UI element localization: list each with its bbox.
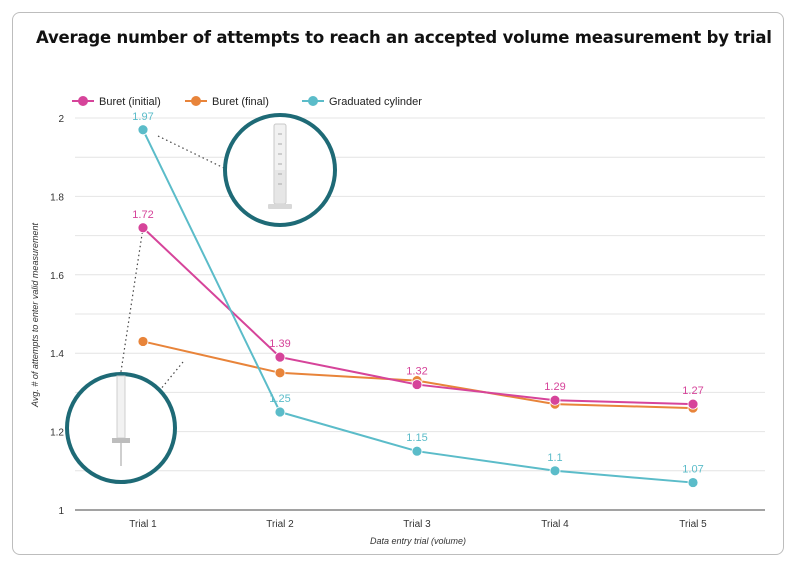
legend: Buret (initial) Buret (final) Graduated cy… (72, 96, 422, 108)
x-tick-label: Trial 5 (679, 519, 707, 530)
legend-label: Buret (initial) (99, 96, 161, 108)
legend-label: Buret (final) (212, 96, 269, 108)
data-point (687, 477, 699, 488)
data-label: 1.27 (682, 385, 703, 397)
y-tick-label: 2 (58, 114, 64, 125)
callout-connector (159, 361, 184, 391)
y-tick-label: 1 (58, 506, 64, 517)
data-point (549, 394, 561, 406)
y-tick-label: 1.4 (50, 349, 64, 360)
buret-drawing (112, 375, 130, 466)
series-graduated-cylinder: 1.97 1.25 1.15 1.1 1.07 (132, 111, 704, 488)
cylinder-drawing (268, 123, 292, 209)
legend-swatch-marker (78, 96, 88, 106)
series-layer: 1.72 1.39 1.32 1.29 1.27 1.97 1.25 1.15 1.1 1.07 (132, 111, 704, 488)
data-point (687, 398, 699, 410)
buret-callout (65, 227, 184, 484)
callout-connector (119, 227, 144, 379)
data-point (137, 124, 149, 136)
data-label: 1.39 (269, 338, 290, 350)
data-point (274, 367, 286, 379)
data-label: 1.07 (682, 464, 703, 476)
y-tick-label: 1.6 (50, 271, 64, 282)
chart-title: Average number of attempts to reach an a… (36, 28, 772, 47)
data-point (411, 445, 423, 457)
legend-item: Buret (final) (185, 96, 269, 108)
legend-label: Graduated cylinder (329, 96, 422, 108)
data-label: 1.32 (406, 366, 427, 378)
callout-connector (157, 135, 229, 171)
x-tick-label: Trial 3 (403, 519, 431, 530)
gridlines (75, 117, 765, 511)
x-axis-label: Data entry trial (volume) (370, 536, 466, 546)
data-label: 1.97 (132, 111, 153, 123)
legend-swatch-marker (191, 96, 201, 106)
data-point (411, 379, 423, 390)
x-tick-label: Trial 4 (541, 519, 569, 530)
x-tick-label: Trial 2 (266, 519, 294, 530)
data-point (549, 465, 561, 477)
data-point (274, 351, 286, 363)
x-tick-label: Trial 1 (129, 519, 157, 530)
y-tick-label: 1.2 (50, 428, 64, 439)
legend-item: Buret (initial) (72, 96, 161, 108)
data-label: 1.25 (269, 393, 290, 405)
data-label: 1.15 (406, 432, 427, 444)
data-point (274, 406, 286, 418)
y-tick-label: 1.8 (50, 192, 64, 203)
legend-item: Graduated cylinder (302, 96, 422, 108)
y-axis-ticks: 1 1.2 1.4 1.6 1.8 2 (50, 114, 64, 517)
data-point (137, 336, 149, 347)
graduated-cylinder-callout (157, 113, 337, 227)
data-point (137, 222, 149, 234)
legend-swatch-marker (308, 96, 318, 106)
data-label: 1.1 (547, 452, 562, 464)
x-axis-ticks: Trial 1 Trial 2 Trial 3 Trial 4 Trial 5 (129, 519, 707, 530)
y-axis-label: Avg. # of attempts to enter valid measur… (30, 223, 40, 408)
data-label: 1.72 (132, 209, 153, 221)
data-label: 1.29 (544, 381, 565, 393)
series-buret-initial: 1.72 1.39 1.32 1.29 1.27 (132, 209, 704, 410)
